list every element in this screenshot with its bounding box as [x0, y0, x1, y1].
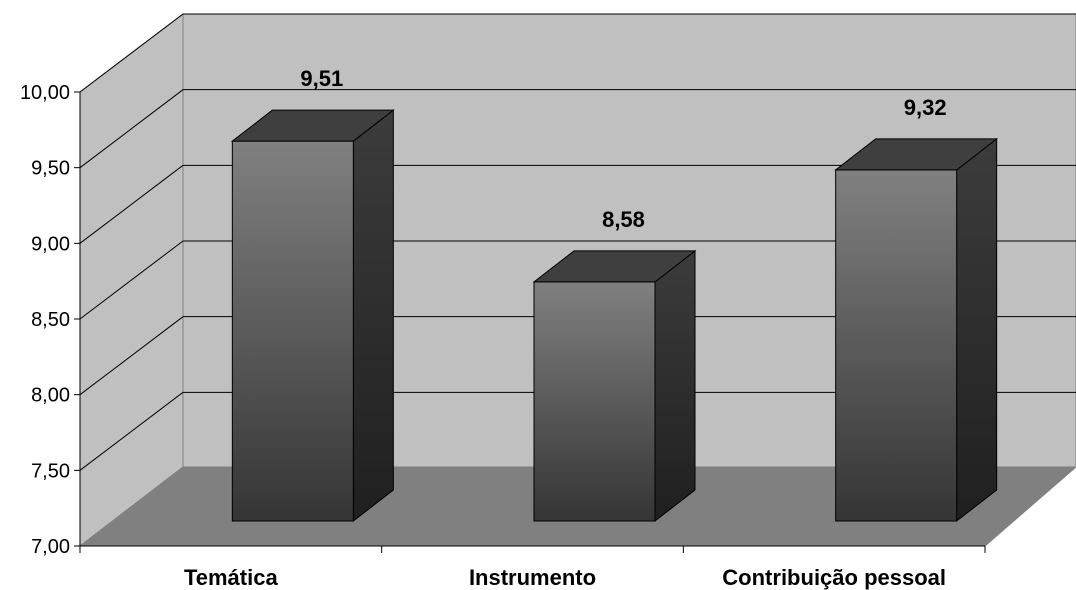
- bar: [834, 137, 999, 523]
- bar-top: [834, 138, 999, 171]
- gridline-side: [79, 316, 184, 396]
- bar-side: [352, 109, 394, 523]
- bar: [230, 109, 395, 523]
- y-tick-label: 10,00: [20, 82, 70, 104]
- x-category-label: Temática: [184, 565, 279, 590]
- gridline-side: [79, 240, 184, 320]
- y-tick-label: 9,00: [31, 233, 70, 255]
- x-category-label: Contribuição pessoal: [722, 565, 946, 590]
- bars: [230, 109, 999, 523]
- labels: 9,51 Temática 8,58 Instrumento 9,32 Contribui…: [184, 66, 947, 590]
- gridline-side: [79, 164, 184, 244]
- gridline-side: [79, 89, 184, 169]
- bar-top: [532, 250, 697, 283]
- bar-side: [956, 137, 998, 523]
- data-label: 9,51: [300, 66, 343, 91]
- axes: 7,00 7,50 8,00 8,50 9,00 9,50 10,00: [20, 82, 986, 558]
- y-tick-label: 7,50: [31, 460, 70, 482]
- data-label: 9,32: [904, 95, 947, 120]
- gridline-side: [79, 13, 184, 93]
- bar-top: [230, 109, 395, 142]
- y-tick-label: 9,50: [31, 158, 70, 180]
- data-label: 8,58: [602, 207, 645, 232]
- x-category-label: Instrumento: [469, 565, 596, 590]
- bar-side: [654, 249, 696, 523]
- bar-front: [231, 140, 354, 522]
- gridline-side: [79, 391, 184, 471]
- bar-front: [835, 169, 958, 522]
- bar: [532, 249, 697, 523]
- y-tick-label: 8,00: [31, 385, 70, 407]
- y-tick-label: 8,50: [31, 309, 70, 331]
- bar-front: [533, 281, 656, 522]
- y-tick-label: 7,00: [31, 536, 70, 558]
